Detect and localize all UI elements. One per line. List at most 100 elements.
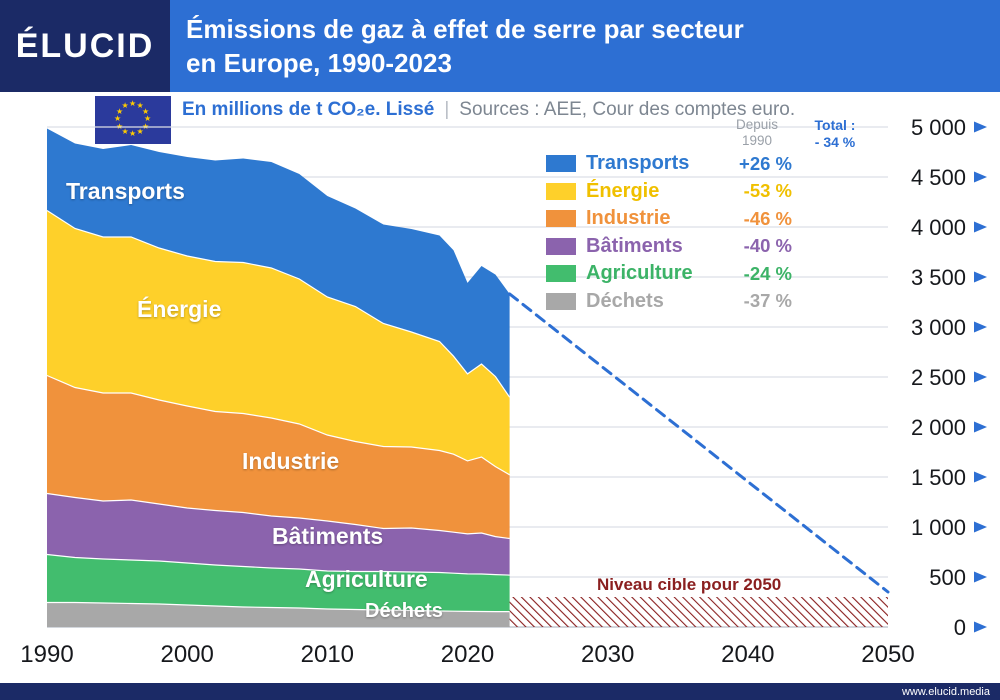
x-axis-label: 2020: [441, 641, 494, 668]
area-label-energie: Énergie: [137, 296, 222, 322]
legend-label: Transports: [586, 152, 690, 175]
x-axis-label: 1990: [20, 641, 73, 668]
eu-star-icon: ★: [144, 114, 152, 123]
legend-label: Agriculture: [586, 262, 693, 285]
sources-label: Sources : AEE, Cour des comptes euro.: [459, 99, 796, 120]
y-axis-arrow-icon: [974, 421, 987, 433]
legend-total-line2: - 34 %: [814, 133, 856, 150]
legend-row-batiments: Bâtiments -40 %: [546, 233, 792, 261]
eu-star-icon: ★: [136, 101, 144, 110]
area-label-transports: Transports: [66, 178, 185, 204]
footer-url[interactable]: www.elucid.media: [901, 685, 990, 698]
subtitle-separator: |: [444, 99, 450, 120]
y-axis-arrow-icon: [974, 121, 987, 133]
header: ÉLUCID Émissions de gaz à effet de serre…: [0, 0, 1000, 92]
legend-row-dechets: Déchets -37 %: [546, 288, 792, 316]
y-axis-arrow-icon: [974, 371, 987, 383]
eu-star-icon: ★: [114, 114, 122, 123]
legend-total-line1: Total :: [814, 117, 856, 133]
y-axis-arrow-icon: [974, 521, 987, 533]
target-level-label: Niveau cible pour 2050: [597, 575, 782, 594]
y-axis-label: 5 000: [911, 115, 966, 140]
area-agriculture: [47, 554, 510, 612]
eu-star-icon: ★: [141, 106, 150, 116]
legend-change: -24 %: [743, 262, 792, 284]
y-axis-arrow-icon: [974, 221, 987, 233]
eu-star-icon: ★: [141, 121, 150, 131]
legend-since-line1: Depuis: [735, 117, 779, 132]
area-label-industrie: Industrie: [242, 448, 340, 474]
x-axis-label: 2030: [581, 641, 634, 668]
y-axis-arrow-icon: [974, 271, 987, 283]
band-separator: [46, 209, 511, 398]
page-title-line2: en Europe, 1990-2023: [186, 48, 452, 78]
area-label-agriculture: Agriculture: [305, 566, 428, 592]
legend-change: -37 %: [743, 290, 792, 312]
y-axis-label: 1 000: [911, 515, 966, 540]
area-industrie: [47, 375, 510, 539]
legend-row-industrie: Industrie -46 %: [546, 205, 792, 233]
eu-star-icon: ★: [121, 126, 129, 136]
legend-change: -40 %: [743, 235, 792, 257]
area-dechets: [47, 602, 510, 627]
target-zone: [509, 597, 888, 627]
eu-flag: ★ ★ ★ ★ ★ ★ ★ ★ ★ ★ ★ ★: [95, 96, 171, 144]
legend-since-line2: 1990: [741, 132, 773, 148]
eu-star-icon: ★: [121, 101, 129, 110]
band-separator: [47, 601, 510, 613]
y-axis-arrow-icon: [974, 171, 987, 183]
legend-change: -53 %: [743, 180, 792, 202]
y-axis-label: 4 000: [911, 215, 966, 240]
elucid-logo: ÉLUCID: [0, 0, 170, 92]
eu-star-icon: ★: [116, 106, 124, 116]
y-axis-arrow-icon: [974, 571, 987, 583]
x-axis-label: 2010: [301, 641, 354, 668]
title-block: Émissions de gaz à effet de serre par se…: [170, 0, 1000, 92]
area-batiments: [47, 493, 510, 576]
x-axis-label: 2040: [721, 641, 774, 668]
legend-label: Déchets: [586, 289, 664, 312]
page-title-line1: Émissions de gaz à effet de serre par se…: [186, 13, 744, 44]
eu-star-icon: ★: [129, 129, 137, 138]
subtitle: En millions de t CO₂e. Lissé | Sources : A…: [182, 99, 795, 121]
y-axis-label: 3 000: [911, 315, 966, 340]
legend: Transports +26 % Énergie -53 % Industrie…: [546, 150, 792, 315]
eu-star-icon: ★: [116, 121, 124, 131]
legend-swatch: [546, 182, 576, 200]
legend-swatch: [546, 237, 576, 255]
legend-label: Énergie: [586, 179, 660, 202]
y-axis-label: 4 500: [911, 165, 966, 190]
legend-change: -46 %: [743, 207, 792, 229]
legend-swatch: [546, 265, 576, 283]
legend-swatch: [546, 155, 576, 173]
x-axis-label: 2000: [160, 641, 213, 668]
y-axis-label: 3 500: [911, 265, 966, 290]
legend-row-energie: Énergie -53 %: [546, 178, 792, 206]
y-axis-label: 1 500: [911, 465, 966, 490]
band-separator: [46, 553, 510, 576]
x-axis-label: 2050: [861, 641, 914, 668]
y-axis-label: 0: [954, 615, 966, 640]
y-axis-label: 2 500: [911, 365, 966, 390]
y-axis-arrow-icon: [974, 621, 987, 633]
legend-swatch: [546, 210, 576, 228]
legend-total: Total : - 34 %: [798, 117, 872, 151]
area-label-batiments: Bâtiments: [272, 523, 384, 549]
y-axis-arrow-icon: [974, 321, 987, 333]
unit-label: En millions de t CO₂e. Lissé: [182, 99, 435, 120]
eu-star-icon: ★: [129, 99, 137, 108]
area-energie: [47, 210, 510, 475]
footer: www.elucid.media: [0, 683, 1000, 700]
y-axis-label: 500: [929, 565, 966, 590]
legend-label: Industrie: [586, 207, 671, 230]
y-axis-label: 2 000: [911, 415, 966, 440]
band-separator: [46, 492, 510, 540]
band-separator: [46, 374, 510, 476]
projection-line: [508, 292, 890, 594]
area-transports: [47, 128, 510, 398]
legend-row-agriculture: Agriculture -24 %: [546, 260, 792, 288]
eu-star-icon: ★: [136, 126, 144, 136]
legend-row-transports: Transports +26 %: [546, 150, 792, 178]
